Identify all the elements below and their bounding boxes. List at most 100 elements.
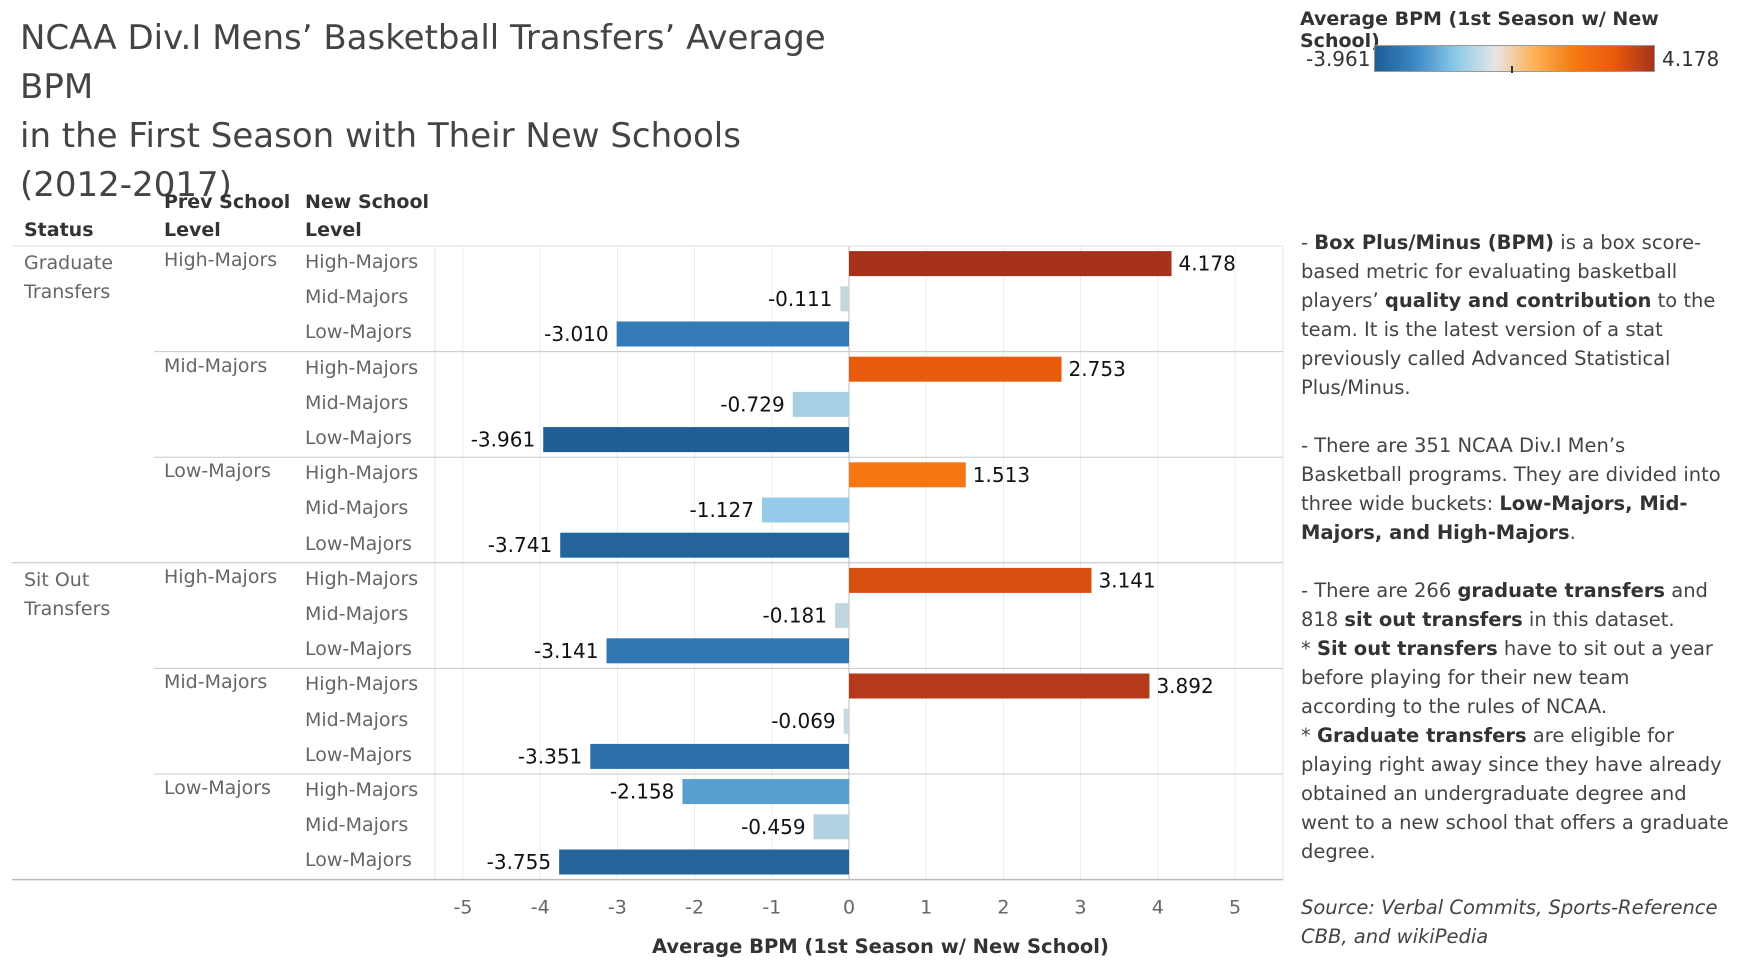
bar-value-label: -3.010 (544, 322, 608, 346)
bar-value-label: 1.513 (973, 463, 1030, 487)
bar[interactable] (849, 251, 1172, 277)
bar-value-label: 3.141 (1098, 568, 1155, 592)
bar[interactable] (849, 673, 1150, 699)
bar[interactable] (616, 321, 849, 347)
note-emphasis: quality and contribution (1384, 289, 1652, 312)
new-level-label: High-Majors (305, 356, 419, 379)
note-text: * (1301, 724, 1317, 747)
bar[interactable] (792, 391, 849, 417)
new-level-label: Low-Majors (305, 532, 412, 555)
x-tick-label: 5 (1229, 897, 1241, 919)
source-note: Source: Verbal Commits, Sports-Reference… (1301, 896, 1718, 948)
bar-value-label: -3.141 (534, 639, 598, 663)
x-tick-label: -3 (608, 897, 627, 919)
note-text: and 818 (1301, 579, 1708, 631)
note-text: * (1301, 637, 1317, 660)
bar-value-label: -1.127 (690, 498, 754, 522)
new-level-label: Low-Majors (305, 427, 412, 449)
header-prev-line-2: Level (164, 219, 221, 241)
x-tick-label: 3 (1075, 897, 1087, 919)
new-level-label: High-Majors (305, 673, 419, 696)
note-text: in this dataset. (1522, 608, 1675, 631)
new-level-label: Low-Majors (305, 743, 412, 766)
title-line-1: NCAA Div.I Mens’ Basketball Transfers’ A… (20, 18, 826, 107)
bar[interactable] (559, 849, 849, 875)
header-prev-line-1: Prev School (164, 191, 291, 213)
note-paragraph: - There are 266 graduate transfers and 8… (1301, 576, 1731, 634)
new-level-label: Low-Majors (305, 638, 412, 661)
note-emphasis: sit out transfers (1344, 608, 1523, 631)
bar-value-label: -3.755 (487, 850, 551, 874)
x-axis-title: Average BPM (1st Season w/ New School) (652, 935, 1109, 958)
bar-value-label: -2.158 (610, 780, 674, 804)
x-tick-label: -5 (454, 897, 473, 919)
header-new-line-1: New School (305, 191, 430, 213)
bar[interactable] (835, 603, 849, 629)
prev-level-label: High-Majors (164, 249, 278, 271)
bar[interactable] (843, 708, 849, 734)
header-prev-level: Prev School Level (164, 188, 290, 244)
bar[interactable] (682, 779, 849, 805)
chart-title: NCAA Div.I Mens’ Basketball Transfers’ A… (20, 14, 900, 210)
bar[interactable] (849, 567, 1092, 593)
bar[interactable] (849, 356, 1062, 382)
bar[interactable] (543, 427, 849, 453)
legend-color-ramp[interactable] (1374, 45, 1655, 72)
new-level-label: Mid-Majors (305, 603, 409, 625)
status-label: Graduate Transfers (24, 252, 114, 303)
x-tick-label: -4 (531, 897, 550, 919)
new-level-label: Mid-Majors (305, 814, 409, 837)
note-emphasis: graduate transfers (1457, 579, 1666, 602)
note-paragraph: - Box Plus/Minus (BPM) is a box score-ba… (1301, 228, 1731, 402)
bar-value-label: 2.753 (1069, 357, 1126, 381)
x-tick-label: 2 (997, 897, 1009, 919)
prev-level-label: Mid-Majors (164, 354, 268, 377)
x-tick-label: -2 (685, 897, 704, 919)
bar[interactable] (606, 638, 849, 664)
new-level-label: Low-Majors (305, 849, 412, 872)
note-text: - (1301, 231, 1315, 254)
bar-value-label: -3.961 (471, 428, 535, 452)
legend-min-label: -3.961 (1306, 47, 1371, 71)
bar[interactable] (813, 814, 849, 840)
new-level-label: Mid-Majors (305, 497, 409, 520)
bar[interactable] (590, 743, 849, 769)
note-text: to the team. It is the latest version of… (1301, 289, 1716, 399)
notes-panel: - Box Plus/Minus (BPM) is a box score-ba… (1301, 228, 1731, 895)
bar[interactable] (849, 462, 966, 488)
bar-value-label: -0.729 (720, 392, 784, 416)
bar-value-label: -0.459 (741, 815, 805, 839)
note-emphasis: Low-Majors, Mid-Majors, and High-Majors (1301, 492, 1688, 544)
new-level-label: High-Majors (305, 462, 419, 485)
bar-value-label: -0.069 (771, 709, 835, 733)
new-level-label: Mid-Majors (305, 708, 409, 731)
title-line-3: (2012-2017) (20, 165, 232, 205)
legend-max-label: 4.178 (1662, 47, 1720, 71)
note-text: - There are 351 NCAA Div.I Men’s Basketb… (1301, 434, 1721, 515)
legend-zero-tick (1511, 66, 1513, 73)
bar[interactable] (761, 497, 849, 523)
note-emphasis: Graduate transfers (1316, 724, 1527, 747)
bar[interactable] (560, 532, 849, 558)
new-level-label: High-Majors (305, 251, 419, 273)
header-new-line-2: Level (305, 219, 362, 241)
note-text: . (1569, 521, 1576, 544)
note-paragraph: * Sit out transfers have to sit out a ye… (1301, 634, 1731, 721)
bar[interactable] (840, 286, 849, 312)
header-status: Status (24, 219, 94, 241)
bar-value-label: -0.181 (763, 604, 827, 628)
x-tick-label: 1 (920, 897, 932, 919)
x-tick-label: -1 (762, 897, 781, 919)
title-line-2: in the First Season with Their New Schoo… (20, 116, 741, 156)
x-tick-label: 4 (1152, 897, 1164, 919)
bar-value-label: -0.111 (768, 287, 832, 311)
bar-value-label: 3.892 (1156, 674, 1213, 698)
status-label: Sit Out Transfers (24, 568, 111, 620)
note-text: - There are 266 (1301, 579, 1458, 602)
note-paragraph: - There are 351 NCAA Div.I Men’s Basketb… (1301, 431, 1731, 547)
x-tick-label: 0 (843, 897, 855, 919)
bar-value-label: -3.351 (518, 744, 582, 768)
new-level-label: High-Majors (305, 567, 419, 590)
prev-level-label: Low-Majors (164, 777, 271, 799)
